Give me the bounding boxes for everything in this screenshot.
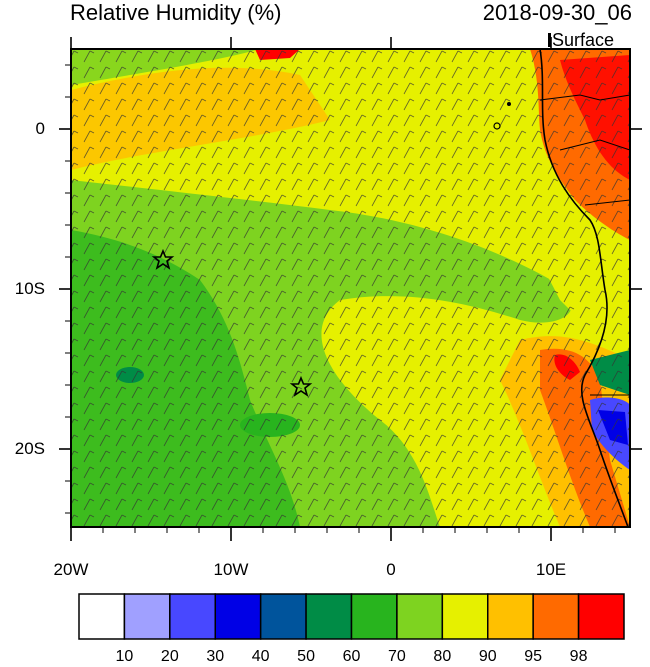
colorbar — [78, 593, 625, 640]
colorbar-label: 60 — [342, 648, 361, 665]
minor-ticks — [65, 64, 616, 533]
lon-label-10e: 10E — [535, 560, 567, 579]
colorbar-swatch — [577, 593, 625, 640]
plot-frame — [70, 48, 631, 528]
colorbar-swatch — [487, 593, 534, 640]
colorbar-label: 95 — [524, 648, 543, 665]
map-title: Relative Humidity (%) — [70, 0, 282, 25]
colorbar-label: 98 — [569, 648, 588, 665]
colorbar-swatch — [214, 593, 262, 640]
axis-ticks — [59, 37, 642, 541]
lon-label-10w: 10W — [213, 560, 249, 579]
colorbar-swatch — [305, 593, 353, 640]
colorbar-swatch — [259, 593, 307, 640]
colorbar-swatch — [169, 593, 216, 640]
colorbar-swatch — [441, 593, 489, 640]
location-marker-2 — [289, 375, 313, 397]
level-label: Surface — [552, 30, 615, 50]
lon-label-0: 0 — [386, 560, 396, 579]
colorbar-swatch — [123, 593, 171, 640]
colorbar-swatch — [396, 593, 444, 640]
colorbar-swatch — [350, 593, 398, 640]
colorbar-swatch — [532, 593, 580, 640]
lat-label-0: 0 — [35, 119, 45, 138]
colorbar-label: 40 — [251, 648, 270, 665]
lat-label-10s: 10S — [14, 279, 45, 298]
colorbar-label: 20 — [160, 648, 179, 665]
colorbar-swatch — [78, 593, 126, 640]
lon-label-20w: 20W — [53, 560, 89, 579]
timestamp-label: 2018-09-30_06 — [482, 0, 632, 25]
colorbar-label: 90 — [478, 648, 497, 665]
level-marker — [548, 33, 551, 47]
lat-label-20s: 20S — [14, 439, 45, 458]
humidity-field — [71, 49, 630, 527]
location-marker-1 — [151, 248, 175, 270]
colorbar-label: 50 — [297, 648, 315, 665]
colorbar-label: 10 — [115, 648, 134, 665]
colorbar-label: 80 — [433, 648, 452, 665]
colorbar-label: 70 — [388, 648, 406, 665]
colorbar-label: 30 — [206, 648, 225, 665]
